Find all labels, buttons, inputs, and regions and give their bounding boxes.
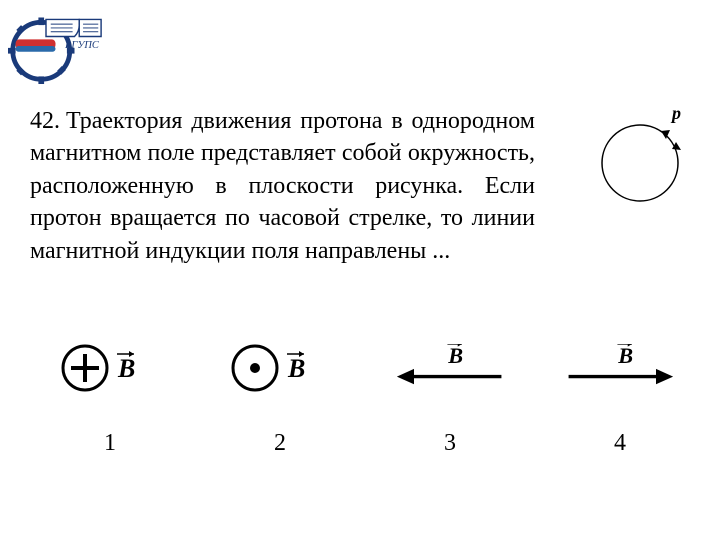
- svg-text:B: B: [287, 354, 305, 383]
- option-2: B 2: [220, 340, 340, 457]
- institution-logo: РГУПС: [8, 8, 103, 83]
- svg-text:B: B: [447, 344, 463, 368]
- question-text: 42.Траектория движения протона в однород…: [30, 105, 535, 267]
- option-4: B 4: [560, 340, 680, 457]
- proton-trajectory-diagram: p: [590, 105, 695, 210]
- option-4-diagram: B: [560, 340, 680, 395]
- svg-text:РГУПС: РГУПС: [64, 40, 100, 51]
- svg-text:B: B: [117, 354, 135, 383]
- svg-text:B: B: [617, 344, 633, 368]
- logo-svg: РГУПС: [8, 8, 103, 84]
- option-1-label: 1: [104, 430, 116, 457]
- option-1: B 1: [50, 340, 170, 457]
- svg-text:p: p: [670, 105, 681, 123]
- answer-options: B 1 B 2 B: [50, 340, 680, 457]
- option-1-diagram: B: [50, 340, 170, 395]
- option-3-diagram: B: [390, 340, 510, 395]
- question-body: Траектория движения протона в однородном…: [30, 108, 535, 264]
- option-3-label: 3: [444, 430, 456, 457]
- option-3: B 3: [390, 340, 510, 457]
- option-4-label: 4: [614, 430, 626, 457]
- question-number: 42.: [30, 108, 60, 134]
- option-2-label: 2: [274, 430, 286, 457]
- option-2-diagram: B: [220, 340, 340, 395]
